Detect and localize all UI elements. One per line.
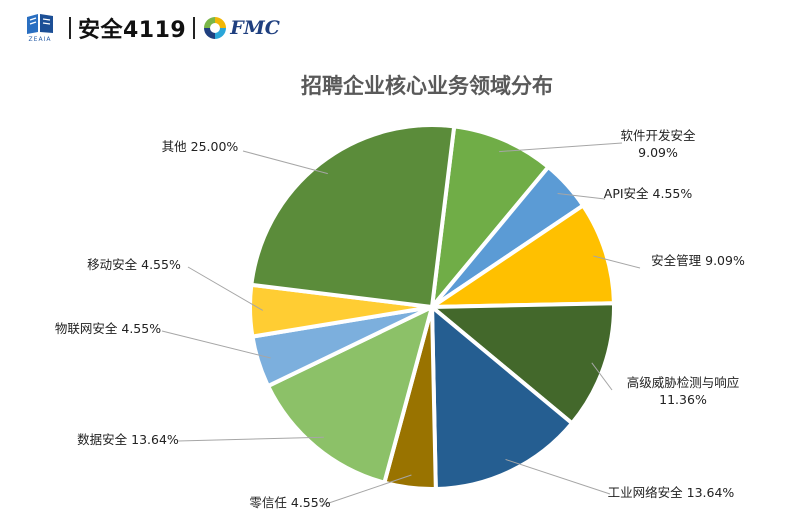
- chart-title: 招聘企业核心业务领域分布: [301, 74, 553, 98]
- header-separator: [193, 17, 196, 39]
- slice-label-9: 移动安全 4.55%: [87, 257, 181, 272]
- leader-line-9: [187, 266, 264, 311]
- leader-line-5: [505, 458, 611, 495]
- pie-slice-7: [266, 305, 434, 485]
- slice-labels: 软件开发安全 9.09% API安全 4.55% 安全管理 9.09% 高级威胁检测与响…: [55, 128, 745, 510]
- pie-slice-1: [430, 124, 551, 309]
- slice-label-6: 零信任 4.55%: [249, 495, 330, 510]
- slice-label-line: 11.36%: [659, 392, 707, 407]
- pie-slices: [248, 123, 616, 491]
- leader-lines: [161, 142, 641, 507]
- slice-label-1: 软件开发安全 9.09%: [620, 128, 696, 160]
- leader-line-7: [177, 436, 324, 442]
- fmc-logo: FMC: [202, 15, 280, 41]
- leader-line-8: [161, 330, 271, 359]
- slice-label-line: 高级威胁检测与响应: [627, 375, 740, 390]
- zeaia-wordmark: ZEAIA: [28, 36, 52, 43]
- slice-label-7: 数据安全 13.64%: [77, 432, 179, 447]
- zeaia-logo: ZEAIA: [18, 13, 62, 43]
- slice-label-4: 高级威胁检测与响应 11.36%: [627, 375, 740, 407]
- slice-label-line: 9.09%: [638, 145, 678, 160]
- leader-line-4: [591, 362, 613, 391]
- slice-label-line: 其他 25.00%: [162, 139, 239, 154]
- slice-label-line: 数据安全 13.64%: [77, 432, 179, 447]
- slice-label-line: 安全管理 9.09%: [651, 253, 745, 268]
- slice-label-10: 其他 25.00%: [162, 139, 239, 154]
- slice-label-line: 移动安全 4.55%: [87, 257, 181, 272]
- slice-label-line: API安全 4.55%: [604, 186, 693, 201]
- slice-label-2: API安全 4.55%: [604, 186, 693, 201]
- fmc-wordmark: FMC: [230, 17, 280, 39]
- pie-slice-3: [430, 203, 616, 309]
- header-separator: [69, 17, 71, 39]
- brand-title: 安全4119: [78, 18, 187, 43]
- zeaia-book-icon: [27, 14, 53, 34]
- leader-line-6: [319, 474, 412, 507]
- pie-slice-4: [430, 301, 616, 426]
- slice-label-line: 软件开发安全: [620, 128, 696, 143]
- slice-label-line: 工业网络安全 13.64%: [608, 485, 735, 500]
- slice-label-5: 工业网络安全 13.64%: [608, 485, 735, 500]
- pie-slice-10: [249, 123, 457, 309]
- slice-label-3: 安全管理 9.09%: [651, 253, 745, 268]
- leader-line-10: [242, 150, 328, 175]
- leader-line-2: [557, 193, 606, 200]
- leader-line-3: [593, 255, 641, 269]
- leader-line-1: [499, 142, 623, 153]
- pie-slice-5: [430, 305, 575, 491]
- slice-label-8: 物联网安全 4.55%: [55, 321, 161, 336]
- slice-label-line: 物联网安全 4.55%: [55, 321, 161, 336]
- fmc-emblem-icon: [204, 17, 227, 39]
- slice-label-line: 零信任 4.55%: [249, 495, 330, 510]
- header-logos: ZEAIA 安全4119 FMC: [18, 8, 280, 48]
